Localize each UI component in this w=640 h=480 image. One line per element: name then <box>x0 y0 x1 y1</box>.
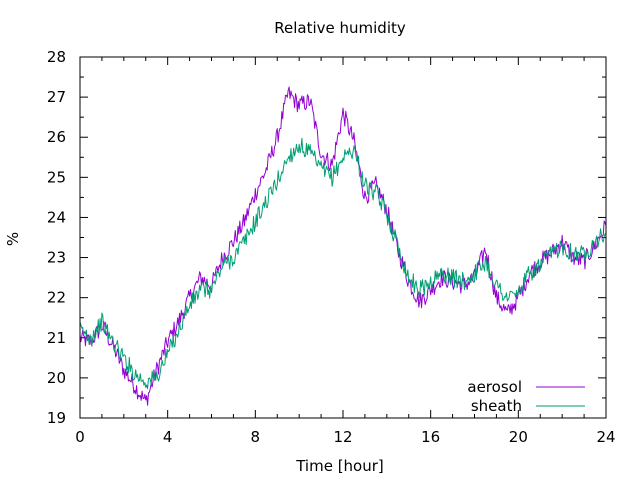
axis-ticks: 0 4 8 12 16 20 24 19 20 21 22 23 24 25 26 27 28 <box>47 48 616 446</box>
x-tick-label: 24 <box>596 428 615 446</box>
y-tick-label: 19 <box>47 409 66 427</box>
y-tick-label: 28 <box>47 48 66 66</box>
y-axis-label: % <box>4 232 22 246</box>
legend-label-sheath: sheath <box>471 397 522 415</box>
x-tick-label: 0 <box>75 428 85 446</box>
x-tick-label: 16 <box>421 428 440 446</box>
y-tick-label: 21 <box>47 329 66 347</box>
y-tick-label: 25 <box>47 168 66 186</box>
x-tick-label: 20 <box>509 428 528 446</box>
legend-label-aerosol: aerosol <box>467 378 522 396</box>
y-tick-label: 27 <box>47 88 66 106</box>
x-tick-label: 12 <box>333 428 352 446</box>
y-tick-label: 26 <box>47 128 66 146</box>
series-group <box>79 86 607 406</box>
x-tick-label: 8 <box>251 428 261 446</box>
legend: aerosol sheath <box>467 378 585 415</box>
plot-frame <box>79 56 607 419</box>
series-line-sheath <box>79 137 607 390</box>
chart-title: Relative humidity <box>274 19 406 37</box>
x-tick-label: 4 <box>163 428 173 446</box>
x-axis-label: Time [hour] <box>295 457 384 475</box>
y-tick-label: 20 <box>47 369 66 387</box>
y-tick-label: 24 <box>47 208 66 226</box>
y-tick-label: 23 <box>47 249 66 267</box>
y-tick-label: 22 <box>47 289 66 307</box>
